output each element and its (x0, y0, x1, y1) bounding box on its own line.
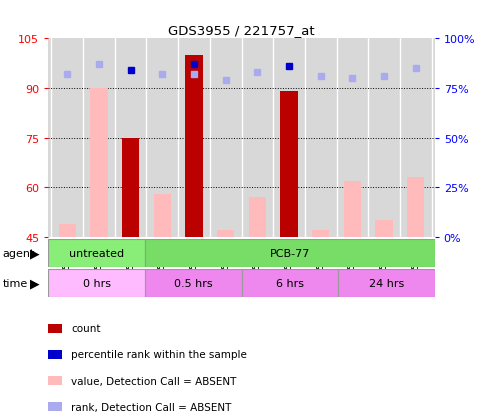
Text: 0 hrs: 0 hrs (83, 278, 111, 288)
Text: percentile rank within the sample: percentile rank within the sample (71, 350, 247, 360)
Text: rank, Detection Call = ABSENT: rank, Detection Call = ABSENT (71, 402, 232, 412)
Text: agent: agent (2, 249, 35, 259)
Bar (48, 350, 62, 359)
Bar (217, 231, 234, 237)
Text: time: time (2, 278, 28, 288)
Bar (48, 402, 62, 412)
Text: value, Detection Call = ABSENT: value, Detection Call = ABSENT (71, 376, 237, 386)
Bar (145, 269, 242, 297)
Bar (48, 324, 62, 333)
Text: ▶: ▶ (30, 247, 40, 260)
Text: 0.5 hrs: 0.5 hrs (174, 278, 213, 288)
Bar (249, 198, 266, 237)
Bar (48, 269, 145, 297)
Text: ▶: ▶ (30, 276, 40, 290)
Text: untreated: untreated (69, 249, 124, 259)
Bar (375, 221, 393, 237)
Bar (338, 269, 435, 297)
Bar (242, 269, 338, 297)
Bar (48, 240, 145, 268)
Text: PCB-77: PCB-77 (270, 249, 310, 259)
Text: 6 hrs: 6 hrs (276, 278, 304, 288)
Bar (122, 138, 140, 237)
Bar (58, 224, 76, 237)
Bar (312, 231, 329, 237)
Bar (90, 89, 108, 237)
Bar (145, 240, 435, 268)
Bar (407, 178, 425, 237)
Title: GDS3955 / 221757_at: GDS3955 / 221757_at (168, 24, 315, 37)
Bar (154, 195, 171, 237)
Bar (343, 181, 361, 237)
Bar (48, 376, 62, 385)
Text: 24 hrs: 24 hrs (369, 278, 404, 288)
Bar (280, 92, 298, 237)
Bar (185, 56, 203, 237)
Text: count: count (71, 323, 101, 334)
